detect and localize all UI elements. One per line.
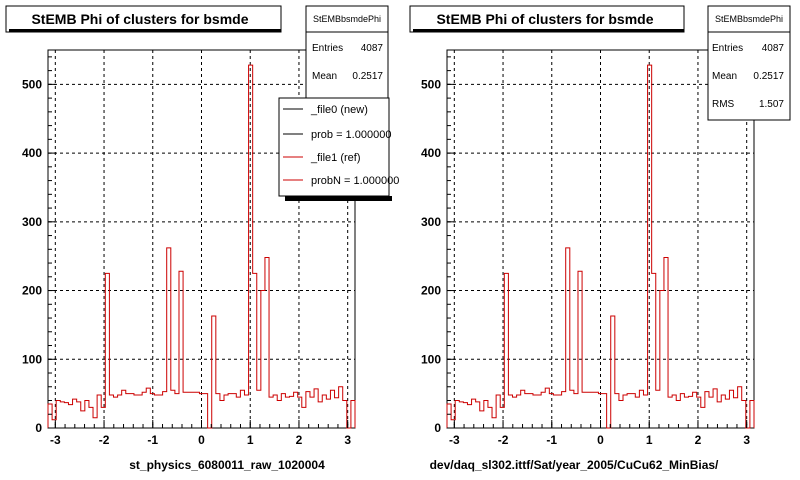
x-tick-label: 0: [198, 433, 205, 447]
left-x-axis-label: st_physics_6080011_raw_1020004: [129, 458, 325, 472]
right-stats-box: StEMBbsmdePhi Entries 4087 Mean 0.2517 R…: [707, 5, 791, 121]
x-tick-label: -1: [546, 433, 557, 447]
right-stats-rms: 1.507: [759, 99, 784, 110]
left-histogram: [47, 64, 356, 429]
x-tick-label: -3: [50, 433, 61, 447]
x-tick-label: -1: [147, 433, 158, 447]
legend-entry-ref: _file1 (ref): [310, 152, 361, 164]
legend-entry-new: _file0 (new): [310, 104, 368, 116]
right-title-box: StEMB Phi of clusters for bsmde: [409, 5, 685, 33]
x-tick-label: 3: [344, 433, 351, 447]
y-tick-label: 500: [22, 77, 42, 91]
left-stats-box: StEMBbsmdePhi Entries 4087 Mean 0.2517: [305, 5, 389, 101]
x-tick-label: 2: [695, 433, 702, 447]
right-stats-entries-label: Entries: [712, 43, 743, 54]
x-tick-label: -2: [498, 433, 509, 447]
legend: _file0 (new) prob = 1.000000 _file1 (ref…: [278, 97, 399, 201]
y-tick-label: 0: [434, 421, 441, 435]
x-tick-label: -2: [99, 433, 110, 447]
y-tick-label: 100: [421, 352, 441, 366]
y-tick-label: 300: [22, 215, 42, 229]
y-tick-label: 300: [421, 215, 441, 229]
y-tick-label: 400: [22, 146, 42, 160]
y-tick-label: 0: [35, 421, 42, 435]
left-title-box: StEMB Phi of clusters for bsmde: [5, 5, 282, 33]
y-tick-label: 200: [22, 284, 42, 298]
right-x-axis-label: dev/daq_sl302.ittf/Sat/year_2005/CuCu62_…: [430, 458, 719, 472]
legend-entry-prob: prob = 1.000000: [311, 129, 391, 141]
x-tick-label: 3: [743, 433, 750, 447]
left-panel: -3 -2 -1 0 1 2 3 0 100 200 300 400 500 StEMB Phi of …: [5, 5, 399, 472]
left-stats-entries: 4087: [361, 43, 384, 54]
histogram-outline: [446, 64, 755, 429]
right-stats-entries: 4087: [762, 43, 785, 54]
x-tick-label: 1: [646, 433, 653, 447]
x-tick-label: 0: [597, 433, 604, 447]
x-tick-label: -3: [449, 433, 460, 447]
right-stats-rms-label: RMS: [712, 99, 735, 110]
x-tick-label: 2: [296, 433, 303, 447]
right-histogram: [446, 64, 755, 429]
x-tick-label: 1: [247, 433, 254, 447]
y-tick-label: 200: [421, 284, 441, 298]
legend-entry-probn: probN = 1.000000: [311, 175, 399, 187]
left-ticks: -3 -2 -1 0 1 2 3 0 100 200 300 400 500: [22, 56, 351, 447]
left-stats-name: StEMBbsmdePhi: [313, 14, 381, 24]
left-stats-mean: 0.2517: [352, 71, 383, 82]
left-stats-mean-label: Mean: [312, 71, 337, 82]
right-stats-mean-label: Mean: [712, 71, 737, 82]
histogram-outline: [47, 64, 356, 429]
left-stats-entries-label: Entries: [312, 43, 343, 54]
right-ticks: -3 -2 -1 0 1 2 3 0 100 200 300 400 500: [421, 56, 750, 447]
y-tick-label: 100: [22, 352, 42, 366]
right-stats-mean: 0.2517: [753, 71, 784, 82]
right-panel: -3 -2 -1 0 1 2 3 0 100 200 300 400 500 StEMB Phi of …: [409, 5, 791, 472]
left-chart-title: StEMB Phi of clusters for bsmde: [31, 11, 248, 27]
right-chart-title: StEMB Phi of clusters for bsmde: [436, 11, 653, 27]
y-tick-label: 500: [421, 77, 441, 91]
y-tick-label: 400: [421, 146, 441, 160]
right-stats-name: StEMBbsmdePhi: [715, 14, 783, 24]
